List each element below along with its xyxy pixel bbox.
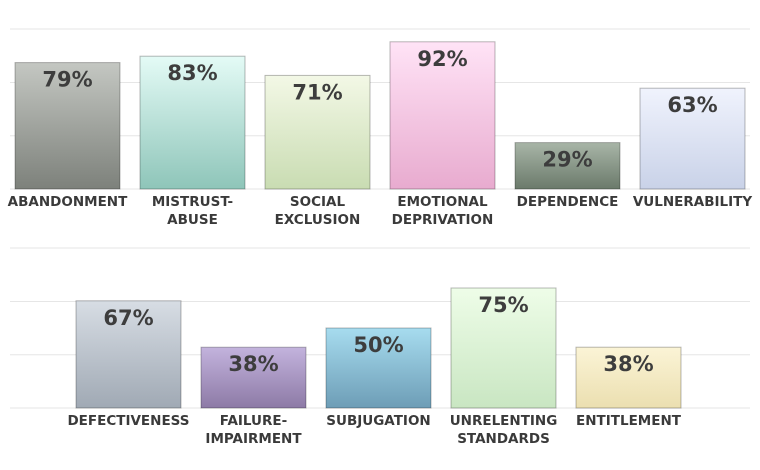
value-label-unrelenting-standards: 75% [478,293,528,317]
bar-defectiveness [75,300,182,409]
category-label-mistrust-abuse: MISTRUST- [152,194,233,210]
bar-social-exclusion [264,74,371,190]
bar-entitlement [575,346,682,409]
value-label-vulnerability: 63% [667,93,717,117]
category-label-emotional-deprivation: DEPRIVATION [392,212,494,228]
category-label-dependence: DEPENDENCE [517,194,619,210]
value-label-entitlement: 38% [603,352,653,376]
category-label-unrelenting-standards: STANDARDS [457,431,550,447]
category-label-abandonment: ABANDONMENT [8,194,128,210]
bottom-bar-chart: 67% DEFECTIVENESS 38% FAILURE- IMPAIRMENT 50%… [10,247,750,447]
category-label-failure-impairment: IMPAIRMENT [205,431,302,447]
value-label-social-exclusion: 71% [292,80,342,104]
bar-emotional-deprivation [389,41,496,190]
category-label-defectiveness: DEFECTIVENESS [67,413,189,429]
category-label-emotional-deprivation: EMOTIONAL [397,194,488,210]
category-label-subjugation: SUBJUGATION [326,413,430,429]
value-label-dependence: 29% [542,148,592,172]
bar-failure-impairment [200,346,307,409]
category-label-unrelenting-standards: UNRELENTING [450,413,558,429]
category-label-failure-impairment: FAILURE- [220,413,287,429]
bar-subjugation [325,327,432,409]
bar-abandonment [14,62,121,190]
value-label-abandonment: 79% [42,68,92,92]
category-label-entitlement: ENTITLEMENT [576,413,682,429]
top-bar-chart: 79% ABANDONMENT 83% MISTRUST- ABUSE 71% SOCIAL… [8,28,753,228]
bar-unrelenting-standards [450,287,557,409]
category-label-social-exclusion: SOCIAL [290,194,346,210]
value-label-mistrust-abuse: 83% [167,61,217,85]
category-label-vulnerability: VULNERABILITY [633,194,753,210]
value-label-failure-impairment: 38% [228,352,278,376]
bar-mistrust-abuse [139,55,246,190]
bar-dependence [514,142,621,190]
value-label-emotional-deprivation: 92% [417,47,467,71]
category-label-mistrust-abuse: ABUSE [167,212,218,228]
bar-vulnerability [639,87,746,190]
category-label-social-exclusion: EXCLUSION [275,212,361,228]
value-label-subjugation: 50% [353,333,403,357]
value-label-defectiveness: 67% [103,306,153,330]
